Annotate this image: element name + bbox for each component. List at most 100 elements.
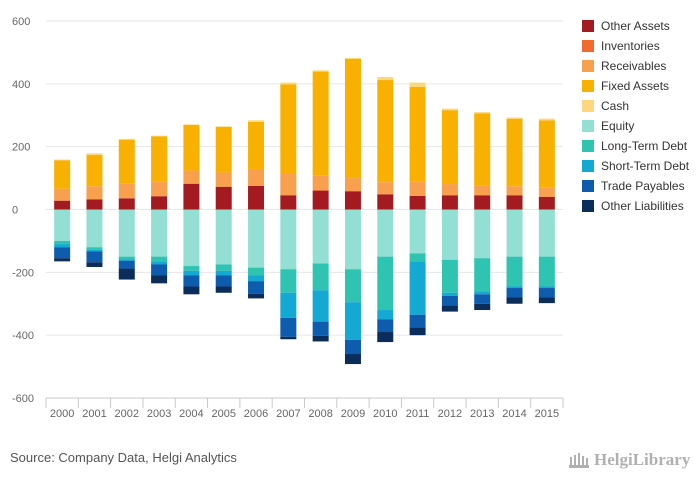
legend-label: Equity (601, 119, 635, 133)
legend-item[interactable]: Other Assets (582, 16, 689, 36)
bar-segment (344, 191, 361, 210)
bar-segment (280, 336, 297, 340)
legend-swatch (582, 140, 594, 152)
source-note: Source: Company Data, Helgi Analytics (10, 450, 237, 465)
legend-label: Other Liabilities (601, 199, 684, 213)
bar-segment (86, 153, 103, 155)
legend-item[interactable]: Equity (582, 116, 689, 136)
bar-segment (474, 294, 491, 304)
legend-item[interactable]: Long-Term Debt (582, 136, 689, 156)
legend-swatch (582, 120, 594, 132)
bar-segment (215, 209, 232, 265)
legend-swatch (582, 80, 594, 92)
bar-segment (441, 292, 458, 296)
bar-segment (183, 183, 200, 210)
bar-segment (118, 198, 135, 210)
legend-item[interactable]: Fixed Assets (582, 76, 689, 96)
x-tick-label: 2015 (535, 408, 559, 420)
bar-segment (183, 266, 200, 271)
legend-swatch (582, 20, 594, 32)
legend-swatch (582, 160, 594, 172)
bar-segment (312, 175, 329, 191)
y-tick-label: -600 (12, 393, 34, 405)
bar-segment (280, 82, 297, 85)
bar-segment (183, 270, 200, 276)
bar-segment (409, 195, 426, 210)
bar-segment (312, 290, 329, 322)
x-tick-label: 2001 (82, 408, 106, 420)
bar-segment (441, 195, 458, 210)
bar-segment (312, 335, 329, 342)
bar-segment (441, 184, 458, 196)
bar-segment (409, 253, 426, 262)
x-tick-label: 2000 (50, 408, 74, 420)
bar-segment (215, 172, 232, 187)
x-tick-label: 2012 (438, 408, 462, 420)
legend-label: Fixed Assets (601, 79, 670, 93)
bar-segment (344, 58, 361, 59)
bar-segment (118, 259, 135, 261)
bar-segment (86, 247, 103, 250)
bar-segment (183, 124, 200, 125)
legend-item[interactable]: Cash (582, 96, 689, 116)
y-tick-label: -200 (12, 267, 34, 279)
bar-segment (118, 268, 135, 280)
bar-segment (344, 178, 361, 191)
x-tick-label: 2014 (502, 408, 526, 420)
bar-segment (280, 317, 297, 337)
y-tick-label: 200 (12, 142, 30, 154)
bar-segment (215, 126, 232, 127)
bar-segment (183, 286, 200, 295)
legend-label: Long-Term Debt (601, 139, 688, 153)
bar-segment (86, 251, 103, 263)
bar-segment (506, 195, 523, 210)
legend-item[interactable]: Short-Term Debt (582, 156, 689, 176)
bar-segment (312, 263, 329, 291)
legend-item[interactable]: Other Liabilities (582, 196, 689, 216)
legend-label: Other Assets (601, 19, 670, 33)
bar-segment (312, 71, 329, 176)
legend-item[interactable]: Receivables (582, 56, 689, 76)
bar-segment (118, 256, 135, 260)
bar-segment (474, 195, 491, 210)
legend-item[interactable]: Inventories (582, 36, 689, 56)
bar-segment (312, 209, 329, 264)
bar-segment (441, 259, 458, 293)
bar-segment (280, 269, 297, 293)
bar-segment (54, 247, 71, 259)
legend-item[interactable]: Trade Payables (582, 176, 689, 196)
bar-segment (280, 173, 297, 196)
bar-segment (151, 264, 168, 276)
bar-segment (248, 293, 265, 299)
bar-segment (506, 209, 523, 257)
bar-segment (183, 209, 200, 267)
x-tick-label: 2004 (179, 408, 203, 420)
bar-segment (474, 258, 491, 292)
bar-segment (248, 281, 265, 294)
bar-segment (118, 260, 135, 269)
bar-segment (86, 199, 103, 210)
y-tick-label: -400 (12, 330, 34, 342)
bar-segment (248, 120, 265, 122)
bar-segment (409, 181, 426, 196)
x-tick-label: 2008 (308, 408, 332, 420)
bar-segment (538, 118, 555, 121)
bar-segment (474, 291, 491, 295)
bar-segment (538, 120, 555, 188)
legend-swatch (582, 40, 594, 52)
bar-segment (248, 168, 265, 186)
bar-segment (506, 288, 523, 298)
library-logo-icon (569, 453, 589, 468)
bar-segment (538, 286, 555, 289)
bar-segment (248, 185, 265, 210)
bar-segment (248, 209, 265, 268)
bar-segment (409, 209, 426, 254)
bar-segment (215, 126, 232, 173)
legend-swatch (582, 180, 594, 192)
bar-segment (183, 275, 200, 287)
bar-segment (538, 196, 555, 210)
bar-segment (280, 209, 297, 270)
bar-segment (183, 170, 200, 184)
bar-segment (506, 286, 523, 289)
x-tick-label: 2010 (373, 408, 397, 420)
